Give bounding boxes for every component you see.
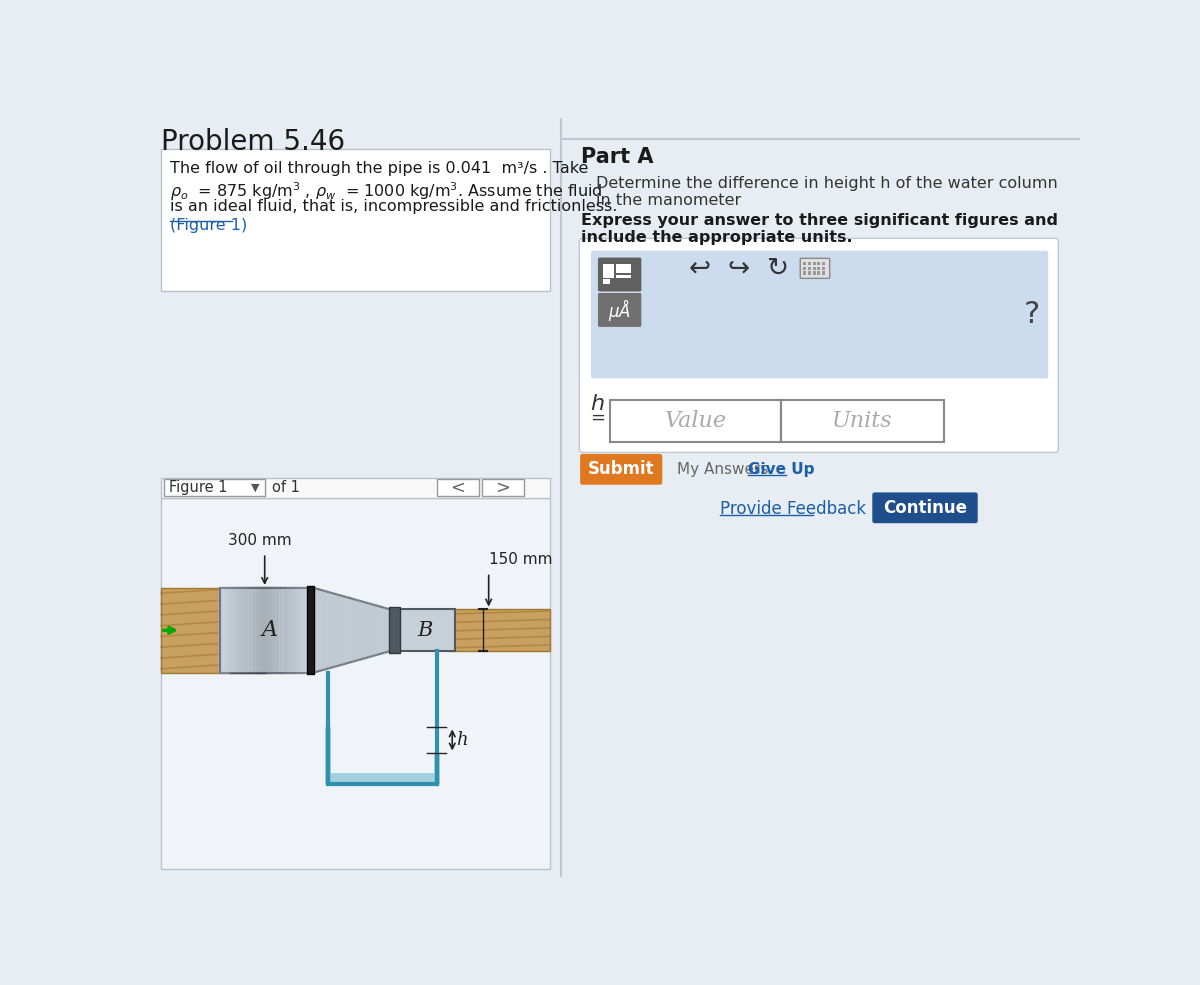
Text: include the appropriate units.: include the appropriate units.	[581, 230, 852, 245]
Text: Value: Value	[665, 410, 727, 431]
Bar	[817, 262, 821, 265]
Bar	[161, 588, 232, 673]
Bar	[604, 264, 614, 278]
Bar	[808, 262, 811, 265]
Bar	[803, 272, 806, 275]
Bar	[604, 279, 610, 284]
Text: ?: ?	[1024, 300, 1040, 329]
Text: in the manometer: in the manometer	[596, 193, 742, 208]
Text: Determine the difference in height h of the water column: Determine the difference in height h of …	[596, 176, 1058, 191]
Bar	[803, 267, 806, 270]
FancyBboxPatch shape	[580, 238, 1058, 452]
Text: Units: Units	[832, 410, 893, 431]
FancyBboxPatch shape	[481, 480, 524, 496]
Bar	[808, 267, 811, 270]
Text: Provide Feedback: Provide Feedback	[720, 499, 865, 517]
FancyBboxPatch shape	[580, 454, 662, 485]
FancyBboxPatch shape	[164, 480, 265, 496]
FancyBboxPatch shape	[598, 257, 641, 292]
Bar	[817, 272, 821, 275]
FancyBboxPatch shape	[781, 400, 943, 441]
Text: is an ideal fluid, that is, incompressible and frictionless.: is an ideal fluid, that is, incompressib…	[170, 199, 618, 214]
Text: 150 mm: 150 mm	[488, 553, 552, 567]
Text: $h$: $h$	[590, 393, 605, 415]
Bar	[329, 773, 437, 784]
Bar	[812, 267, 816, 270]
Text: Submit: Submit	[588, 460, 654, 479]
FancyBboxPatch shape	[872, 492, 978, 523]
Text: A: A	[262, 620, 278, 641]
Text: h: h	[456, 731, 468, 749]
Bar	[616, 264, 631, 273]
Bar	[803, 262, 806, 265]
Text: (Figure 1): (Figure 1)	[170, 219, 247, 233]
Polygon shape	[313, 588, 390, 673]
Text: ↻: ↻	[767, 255, 788, 282]
Text: <: <	[450, 479, 466, 496]
Text: ▼: ▼	[251, 483, 259, 492]
Text: Give Up: Give Up	[749, 462, 815, 477]
FancyBboxPatch shape	[161, 497, 550, 869]
Text: of 1: of 1	[272, 481, 300, 495]
FancyBboxPatch shape	[598, 293, 641, 327]
FancyBboxPatch shape	[161, 149, 550, 292]
Text: B: B	[418, 621, 433, 639]
Text: ↩: ↩	[689, 255, 712, 282]
Bar	[389, 607, 400, 653]
Bar	[812, 272, 816, 275]
Bar	[822, 262, 826, 265]
Text: The flow of oil through the pipe is 0.041  m³/s . Take: The flow of oil through the pipe is 0.04…	[170, 161, 588, 175]
FancyBboxPatch shape	[611, 400, 781, 441]
Text: Problem 5.46: Problem 5.46	[161, 128, 344, 157]
Text: 300 mm: 300 mm	[228, 533, 292, 548]
Text: Figure 1: Figure 1	[169, 481, 228, 495]
Text: ↪: ↪	[728, 255, 750, 282]
Text: $\rho_o$  = 875 kg/m$^3$ , $\rho_w$  = 1000 kg/m$^3$. Assume the fluid: $\rho_o$ = 875 kg/m$^3$ , $\rho_w$ = 100…	[170, 180, 602, 202]
Bar	[433, 754, 440, 784]
Text: Express your answer to three significant figures and: Express your answer to three significant…	[581, 213, 1058, 228]
Text: =: =	[590, 409, 605, 427]
FancyBboxPatch shape	[590, 250, 1049, 378]
Bar	[449, 610, 550, 651]
Text: My Answers: My Answers	[677, 462, 768, 477]
Bar	[220, 588, 311, 673]
Bar	[822, 267, 826, 270]
Bar	[822, 272, 826, 275]
Text: >: >	[496, 479, 510, 496]
Bar	[817, 267, 821, 270]
Text: $\mu\AA$: $\mu\AA$	[608, 296, 631, 323]
Bar	[812, 262, 816, 265]
FancyBboxPatch shape	[800, 258, 829, 279]
FancyBboxPatch shape	[437, 480, 479, 496]
Bar	[396, 610, 455, 651]
Bar	[325, 727, 331, 784]
FancyBboxPatch shape	[161, 478, 550, 497]
Text: Part A: Part A	[581, 147, 654, 166]
Text: Continue: Continue	[883, 498, 967, 517]
Bar	[616, 275, 631, 278]
Bar	[307, 586, 313, 674]
Bar	[808, 272, 811, 275]
